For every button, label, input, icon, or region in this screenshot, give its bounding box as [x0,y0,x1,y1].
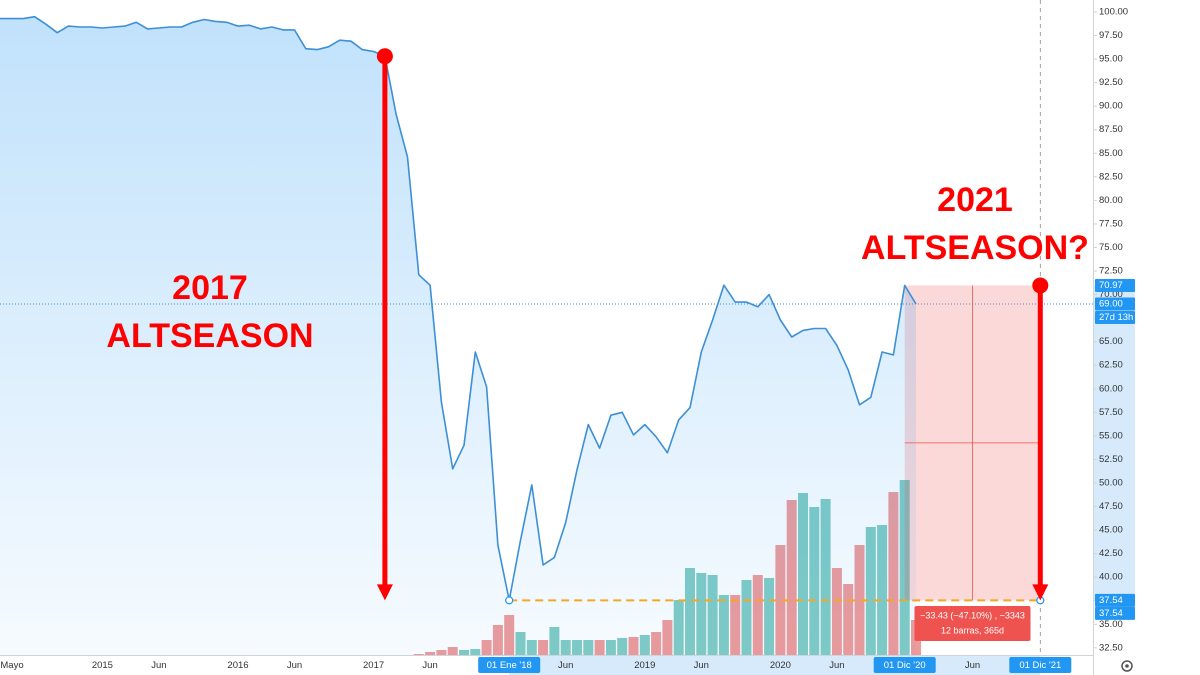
y-tick-label: 97.50 [1099,30,1123,41]
gear-icon[interactable] [1121,660,1133,672]
y-tick-label: 35.00 [1099,619,1123,630]
y-tick-label: 85.00 [1099,148,1123,159]
measure-bars: 12 barras, 365d [941,625,1004,635]
arrow-head [376,584,393,601]
x-tick-label: Jun [558,660,573,671]
x-label-highlight [1009,657,1072,673]
x-tick-label: Jun [829,660,844,671]
anchor-point [505,596,514,605]
price-tag-label: 37.54 [1099,608,1123,619]
y-tick-label: 95.00 [1099,54,1123,65]
price-tag-label: 69.00 [1099,299,1123,310]
x-tick-label: 2020 [770,660,791,671]
price-tag [1095,593,1135,607]
y-tick-label: 92.50 [1099,77,1123,88]
y-tick-label: 75.00 [1099,242,1123,253]
y-tick-label: 50.00 [1099,477,1123,488]
x-tick-label: Jun [151,660,166,671]
y-tick-label: 77.50 [1099,218,1123,229]
y-tick-label: 52.50 [1099,454,1123,465]
y-tick-label: 42.50 [1099,548,1123,559]
arrow-dot [376,48,393,65]
y-range-highlight [1094,285,1135,601]
axes: 32.5035.0037.5040.0042.5045.0047.5050.00… [0,0,1135,675]
annotation-text: 2021 [937,181,1013,219]
y-tick-label: 80.00 [1099,195,1123,206]
x-label-highlight [873,657,936,673]
arrow-dot [1032,277,1049,294]
x-tick-label: 2016 [227,660,248,671]
y-tick-label: 45.00 [1099,525,1123,536]
measure-change: −33.43 (−47.10%) , −3343 [920,610,1025,620]
price-tag-label: 70.97 [1099,280,1123,291]
x-tick-label: Jun [287,660,302,671]
x-tick-label: Jun [422,660,437,671]
y-tick-label: 100.00 [1099,6,1128,17]
y-tick-label: 87.50 [1099,124,1123,135]
price-tag [1095,278,1135,292]
x-tick-label: Mayo [0,660,23,671]
y-tick-label: 55.00 [1099,430,1123,441]
y-tick-label: 90.00 [1099,101,1123,112]
y-tick-label: 32.50 [1099,642,1123,653]
annotation-text: ALTSEASON [106,317,313,355]
countdown-tag [1095,310,1135,324]
x-tick-label: 01 Ene '18 [487,660,532,671]
gear-icon-center[interactable] [1125,664,1129,668]
y-tick-label: 47.50 [1099,501,1123,512]
x-tick-label: Jun [965,660,980,671]
x-tick-label: 01 Dic '20 [884,660,926,671]
y-tick-label: 57.50 [1099,407,1123,418]
plot-area [0,0,1093,655]
area-fill [0,16,916,655]
y-tick-label: 40.00 [1099,572,1123,583]
price-tag [1095,297,1135,311]
y-tick-label: 60.00 [1099,383,1123,394]
x-label-highlight [478,657,541,673]
y-tick-label: 82.50 [1099,171,1123,182]
line [0,15,917,602]
x-tick-label: Jun [694,660,709,671]
price-tag-label: 37.54 [1099,595,1123,606]
price-tag [1095,606,1135,620]
y-tick-label: 65.00 [1099,336,1123,347]
y-tick-label: 70.00 [1099,289,1123,300]
arrow-head [1032,584,1049,601]
countdown-label: 27d 13h [1099,312,1133,323]
annotation-text: 2017 [172,269,248,307]
measure-tooltip [914,606,1031,641]
x-tick-label: 2019 [634,660,655,671]
settings-button[interactable] [1121,660,1133,672]
annotation-text: ALTSEASON? [861,229,1089,267]
x-tick-label: 01 Dic '21 [1019,660,1061,671]
x-tick-label: 2015 [92,660,113,671]
x-tick-label: 2017 [363,660,384,671]
y-tick-label: 62.50 [1099,360,1123,371]
y-tick-label: 72.50 [1099,266,1123,277]
